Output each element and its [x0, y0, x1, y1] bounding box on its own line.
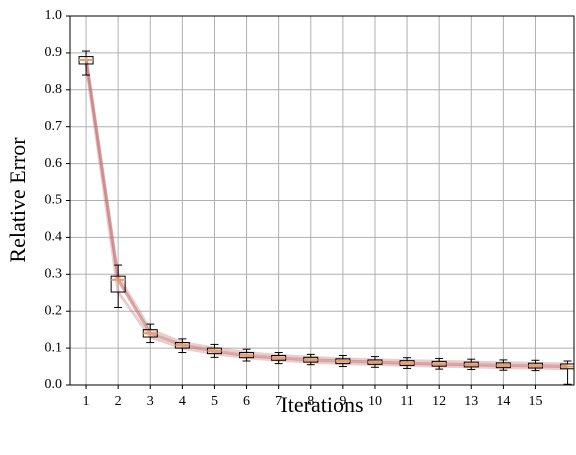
y-tick-label: 0.7 [45, 119, 63, 134]
y-tick-label: 0.4 [45, 230, 63, 245]
trend-line [84, 59, 568, 369]
y-axis-label: Relative Error [5, 137, 30, 263]
x-tick-label: 11 [400, 394, 413, 409]
x-tick-label: 5 [211, 394, 218, 409]
x-tick-label: 1 [83, 394, 90, 409]
x-tick-label: 9 [339, 394, 346, 409]
y-tick-label: 0.1 [45, 340, 63, 355]
x-tick-label: 13 [464, 394, 478, 409]
x-tick-label: 7 [275, 394, 282, 409]
x-axis-label: Iterations [280, 392, 363, 417]
y-tick-label: 0.0 [45, 377, 63, 392]
y-tick-label: 0.8 [45, 82, 63, 97]
trend-line [84, 56, 568, 366]
trend-line [84, 63, 568, 371]
box [110, 275, 126, 293]
y-tick-label: 1.0 [45, 8, 63, 23]
x-tick-label: 10 [368, 394, 382, 409]
x-tick-label: 8 [307, 394, 314, 409]
x-tick-label: 6 [243, 394, 250, 409]
y-tick-label: 0.9 [45, 45, 63, 60]
x-tick-label: 2 [115, 394, 122, 409]
x-tick-label: 15 [528, 394, 542, 409]
x-tick-label: 14 [496, 394, 510, 409]
y-tick-label: 0.6 [45, 156, 63, 171]
x-tick-label: 4 [179, 394, 186, 409]
y-tick-label: 0.2 [45, 303, 63, 318]
y-tick-label: 0.5 [45, 193, 63, 208]
x-tick-label: 12 [432, 394, 446, 409]
plot-area [78, 50, 574, 385]
y-tick-label: 0.3 [45, 267, 63, 282]
x-tick-label: 3 [147, 394, 154, 409]
